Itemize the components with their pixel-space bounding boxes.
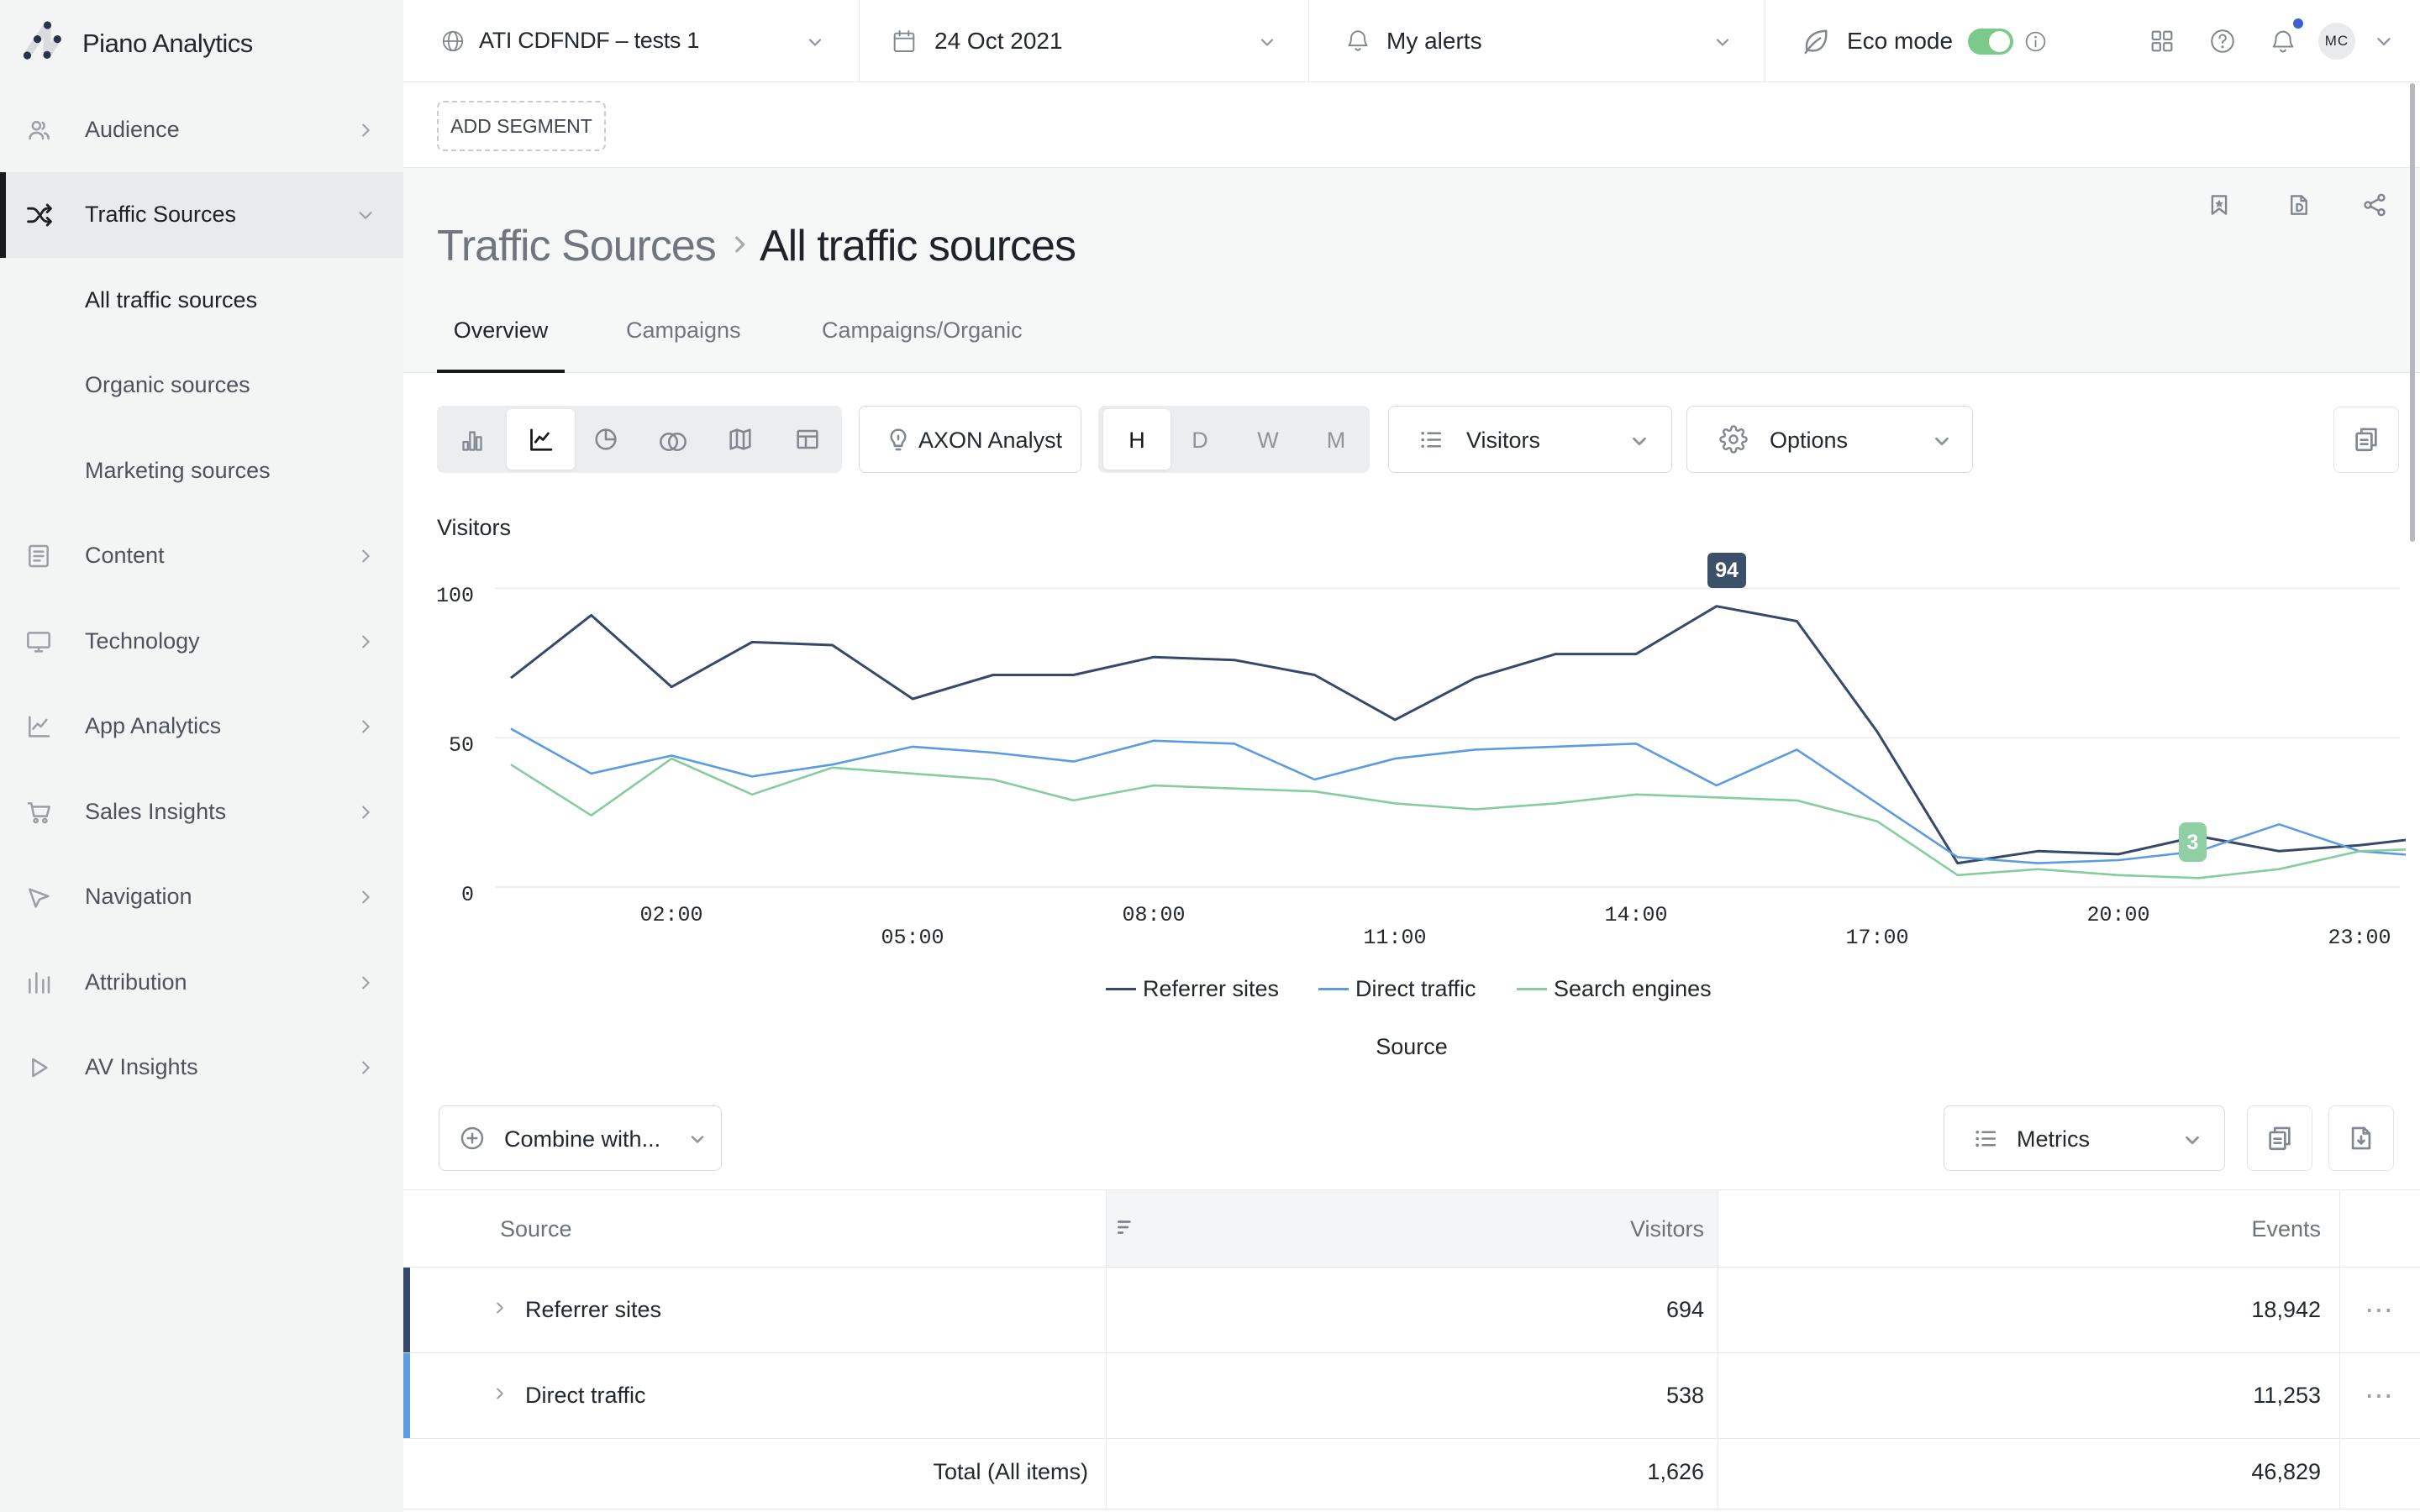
svg-text:3: 3 xyxy=(2187,831,2199,854)
svg-text:08:00: 08:00 xyxy=(1122,903,1185,927)
svg-text:20:00: 20:00 xyxy=(2086,903,2149,927)
svg-text:02:00: 02:00 xyxy=(639,903,702,927)
svg-text:0: 0 xyxy=(461,883,474,907)
svg-text:17:00: 17:00 xyxy=(1845,926,1908,950)
svg-text:23:00: 23:00 xyxy=(2328,926,2391,950)
svg-text:11:00: 11:00 xyxy=(1363,926,1426,950)
svg-text:94: 94 xyxy=(1715,559,1739,582)
svg-text:05:00: 05:00 xyxy=(881,926,944,950)
svg-text:14:00: 14:00 xyxy=(1604,903,1667,927)
svg-text:100: 100 xyxy=(436,584,474,608)
svg-text:50: 50 xyxy=(449,733,474,758)
